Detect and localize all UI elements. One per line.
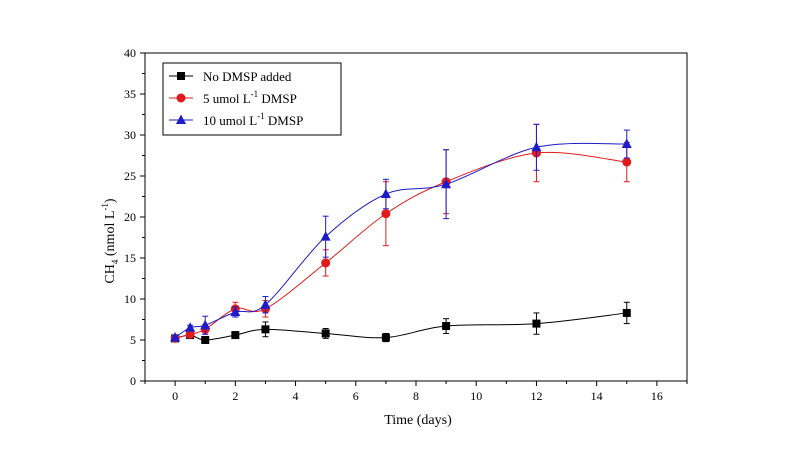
data-point — [321, 329, 330, 338]
x-tick-label: 8 — [413, 389, 419, 403]
data-point — [185, 322, 196, 332]
series-line — [174, 312, 627, 341]
y-tick-label: 25 — [124, 169, 136, 183]
data-point — [201, 336, 210, 344]
x-tick-label: 12 — [530, 389, 542, 403]
data-point — [531, 141, 542, 152]
legend-label-text: 10 umol L — [203, 113, 257, 128]
legend-box — [162, 62, 342, 136]
x-tick-label: 2 — [232, 389, 238, 403]
y-tick-label: 40 — [124, 46, 136, 60]
y-axis: 0 5 10 15 20 25 30 35 40 — [124, 46, 145, 388]
y-axis-title-main: CH — [103, 264, 118, 283]
x-tick-label: 4 — [293, 389, 299, 403]
series-3 — [170, 123, 632, 342]
data-point — [442, 322, 451, 331]
data-point — [381, 209, 391, 219]
legend-item: 10 umol L-1 DMSP — [169, 111, 303, 128]
y-axis-title: CH4 (nmol L-1) — [100, 198, 120, 283]
data-point — [532, 319, 541, 328]
y-tick-label: 0 — [130, 374, 136, 388]
legend-label: No DMSP added — [203, 69, 292, 84]
y-tick-label: 35 — [124, 87, 136, 101]
data-point — [381, 333, 390, 342]
legend-item: 5 umol L-1 DMSP — [169, 89, 297, 106]
data-point — [260, 299, 271, 309]
data-point — [622, 308, 631, 317]
series-layer — [170, 123, 632, 344]
y-axis-title-superscript: -1 — [100, 203, 110, 211]
y-axis-title-unit-end: ) — [103, 198, 118, 203]
legend-label-superscript: -1 — [251, 89, 259, 99]
legend-label: 5 umol L-1 DMSP — [203, 89, 297, 106]
legend-label: 10 umol L-1 DMSP — [203, 111, 303, 128]
x-tick-label: 16 — [651, 389, 663, 403]
data-point — [261, 325, 270, 334]
data-point — [380, 188, 391, 199]
x-axis: 0 2 4 6 8 10 12 14 16 — [144, 381, 688, 403]
y-tick-label: 20 — [124, 210, 136, 224]
data-point — [200, 319, 211, 330]
x-tick-label: 0 — [172, 389, 178, 403]
y-tick-label: 15 — [124, 251, 136, 265]
data-point — [170, 332, 181, 342]
legend-label-suffix: DMSP — [265, 113, 304, 128]
data-point — [622, 157, 632, 167]
x-tick-label: 6 — [353, 389, 359, 403]
legend-label-superscript: -1 — [257, 111, 265, 121]
data-point — [185, 329, 195, 339]
y-axis-title-subscript: 4 — [110, 259, 120, 264]
data-point — [441, 178, 452, 189]
data-point — [230, 306, 241, 317]
legend-label-text: 5 umol L — [203, 91, 251, 106]
y-tick-label: 10 — [124, 292, 136, 306]
legend-marker — [176, 93, 186, 103]
x-tick-label: 14 — [591, 389, 603, 403]
series-line — [174, 151, 627, 339]
data-point — [321, 258, 331, 268]
x-tick-label: 10 — [470, 389, 482, 403]
data-point — [320, 231, 331, 241]
y-tick-label: 30 — [124, 128, 136, 142]
x-axis-title: Time (days) — [384, 413, 452, 428]
legend-label-suffix: DMSP — [258, 91, 297, 106]
y-axis-title-unit: (nmol L — [103, 211, 118, 260]
series-2 — [170, 123, 632, 343]
legend-label-text: No DMSP added — [203, 69, 292, 84]
y-tick-label: 5 — [130, 333, 136, 347]
data-point — [231, 331, 240, 340]
data-point — [621, 138, 632, 149]
series-line — [174, 142, 627, 338]
legend-item: No DMSP added — [169, 69, 292, 84]
legend-marker — [176, 114, 186, 124]
legend-marker — [177, 72, 185, 80]
